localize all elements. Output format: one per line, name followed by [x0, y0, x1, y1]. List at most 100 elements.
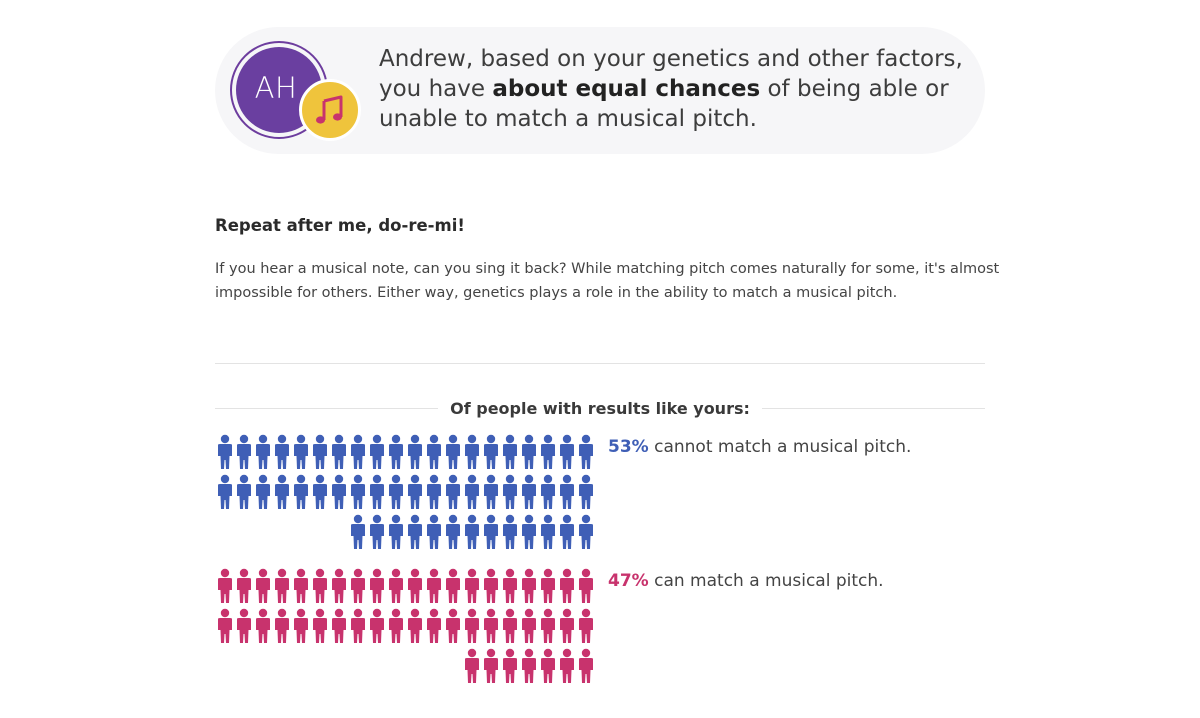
person-icon — [503, 514, 517, 549]
summary-text-emphasis: about equal chances — [492, 76, 761, 102]
section-title: Repeat after me, do-re-mi! — [215, 216, 465, 235]
person-icon — [541, 568, 555, 603]
music-note-icon — [316, 95, 343, 124]
person-icon — [256, 434, 270, 469]
person-icon — [332, 568, 346, 603]
person-icon — [427, 608, 441, 643]
person-icon — [465, 608, 479, 643]
person-icon — [389, 434, 403, 469]
person-icon — [427, 514, 441, 549]
person-icon — [579, 608, 593, 643]
person-icon — [351, 514, 365, 549]
person-icon — [465, 648, 479, 683]
person-icon — [484, 474, 498, 509]
person-icon — [560, 608, 574, 643]
person-icon — [446, 514, 460, 549]
person-icon — [351, 474, 365, 509]
person-icon — [560, 648, 574, 683]
person-icon — [579, 568, 593, 603]
person-icon — [389, 514, 403, 549]
person-icon — [503, 568, 517, 603]
person-icon — [579, 474, 593, 509]
person-icon — [579, 434, 593, 469]
person-icon — [256, 474, 270, 509]
person-icon — [484, 568, 498, 603]
person-icon — [522, 434, 536, 469]
person-icon — [218, 608, 232, 643]
avatar-initials: AH — [254, 71, 298, 105]
person-icon — [408, 568, 422, 603]
person-icon — [370, 434, 384, 469]
person-icon — [522, 474, 536, 509]
person-icon — [294, 608, 308, 643]
person-icon — [313, 474, 327, 509]
person-icon — [579, 514, 593, 549]
person-icon — [370, 474, 384, 509]
person-icon — [484, 514, 498, 549]
person-icon — [408, 514, 422, 549]
person-icon — [560, 568, 574, 603]
person-icon — [256, 568, 270, 603]
person-icon — [313, 608, 327, 643]
person-icon — [370, 514, 384, 549]
person-icon — [256, 608, 270, 643]
person-icon — [313, 434, 327, 469]
person-icon — [408, 434, 422, 469]
person-icon — [408, 474, 422, 509]
person-icon — [522, 514, 536, 549]
result-summary-text: Andrew, based on your genetics and other… — [379, 44, 969, 134]
divider — [215, 363, 985, 364]
person-icon — [275, 434, 289, 469]
person-icon — [465, 568, 479, 603]
people-grid-can-match — [215, 568, 595, 684]
person-icon — [503, 434, 517, 469]
person-icon — [237, 568, 251, 603]
person-icon — [484, 434, 498, 469]
person-icon — [541, 514, 555, 549]
person-icon — [218, 568, 232, 603]
person-icon — [351, 608, 365, 643]
results-heading: Of people with results like yours: — [450, 398, 750, 418]
person-icon — [446, 568, 460, 603]
person-icon — [389, 474, 403, 509]
person-icon — [541, 648, 555, 683]
label-can-match: can match a musical pitch. — [654, 571, 884, 591]
heading-rule-right — [761, 407, 985, 409]
person-icon — [294, 568, 308, 603]
person-icon — [275, 474, 289, 509]
person-icon — [408, 608, 422, 643]
person-icon — [294, 474, 308, 509]
person-icon — [541, 608, 555, 643]
person-icon — [503, 608, 517, 643]
person-icon — [484, 608, 498, 643]
person-icon — [389, 568, 403, 603]
person-icon — [427, 568, 441, 603]
percent-cannot-match: 53% — [608, 437, 649, 457]
person-icon — [237, 434, 251, 469]
percent-can-match: 47% — [608, 571, 649, 591]
person-icon — [294, 434, 308, 469]
person-icon — [237, 474, 251, 509]
person-icon — [446, 474, 460, 509]
person-icon — [370, 608, 384, 643]
person-icon — [560, 514, 574, 549]
person-icon — [541, 434, 555, 469]
person-icon — [503, 648, 517, 683]
person-icon — [522, 568, 536, 603]
label-cannot-match: cannot match a musical pitch. — [654, 437, 912, 457]
person-icon — [465, 514, 479, 549]
person-icon — [370, 568, 384, 603]
person-icon — [351, 568, 365, 603]
person-icon — [332, 434, 346, 469]
person-icon — [560, 474, 574, 509]
stat-can-match: 47% can match a musical pitch. — [608, 571, 884, 591]
heading-rule-left — [215, 407, 439, 409]
person-icon — [275, 608, 289, 643]
person-icon — [218, 474, 232, 509]
person-icon — [579, 648, 593, 683]
person-icon — [275, 568, 289, 603]
section-description: If you hear a musical note, can you sing… — [215, 261, 1000, 301]
stat-cannot-match: 53% cannot match a musical pitch. — [608, 437, 911, 457]
person-icon — [218, 434, 232, 469]
people-grid-cannot-match — [215, 434, 595, 550]
